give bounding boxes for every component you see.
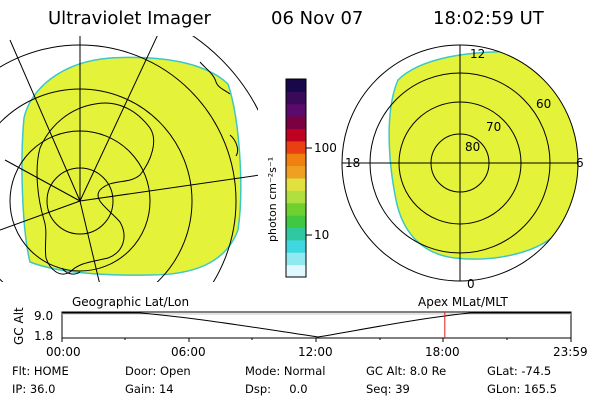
gc-alt-status: GC Alt: 8.0 Re [366, 364, 447, 378]
mlt-label-noon: 12 [470, 47, 486, 61]
mode-status: Mode: Normal [245, 364, 326, 378]
ring-label-60: 60 [536, 97, 552, 111]
colorbar-segment [286, 227, 306, 241]
colorbar-tick-100: 100 [314, 141, 337, 155]
apex-caption: Apex MLat/MLT [418, 295, 508, 309]
colorbar-segment [286, 128, 306, 142]
colorbar-segment [286, 91, 306, 105]
colorbar-segment [286, 190, 306, 204]
glon-status: GLon: 165.5 [487, 382, 557, 396]
colorbar-segment [286, 252, 306, 266]
flight-status: Flt: HOME [12, 364, 69, 378]
seq-status: Seq: 39 [366, 382, 410, 396]
ip-status: IP: 36.0 [12, 382, 56, 396]
altitude-curve [62, 312, 571, 338]
timeline-x-tick-0000: 00:00 [46, 345, 81, 359]
geographic-map [0, 36, 258, 282]
timeline-x-tick-1200: 12:00 [298, 345, 333, 359]
timeline-x-tick-2359: 23:59 [553, 345, 588, 359]
timeline-y-tick-high: 9.0 [34, 309, 54, 323]
colorbar-tick-10: 10 [314, 228, 330, 242]
timeline-y-label: GC Alt [12, 307, 26, 345]
colorbar-segment [286, 140, 306, 154]
date-label: 06 Nov 07 [271, 8, 364, 29]
colorbar-segment [286, 178, 306, 191]
timeline-x-tick-0600: 06:00 [171, 345, 206, 359]
colorbar-segment [286, 116, 306, 129]
colorbar-segment [286, 79, 306, 92]
time-label: 18:02:59 UT [433, 8, 544, 29]
ring-label-70: 70 [486, 120, 502, 134]
geographic-caption: Geographic Lat/Lon [72, 295, 190, 309]
gain-status: Gain: 14 [125, 382, 174, 396]
mlt-label-dusk: 18 [345, 156, 361, 170]
colorbar-segment [286, 202, 306, 216]
ring-label-80: 80 [465, 140, 481, 154]
colorbar-unit-label: photon cm⁻²s⁻¹ [266, 156, 279, 242]
app-title: Ultraviolet Imager [48, 8, 211, 29]
colorbar-segment [286, 264, 306, 278]
colorbar [285, 78, 312, 278]
colorbar-segment [286, 153, 306, 167]
colorbar-segment [286, 103, 306, 117]
door-status: Door: Open [125, 364, 191, 378]
dsp-status: Dsp: 0.0 [245, 382, 308, 396]
apex-map [341, 44, 579, 282]
colorbar-segment [286, 215, 306, 228]
left-image-fill [21, 56, 242, 276]
mlt-label-midnight: 0 [467, 277, 475, 291]
timeline-x-tick-1800: 18:00 [425, 345, 460, 359]
timeline-chart [61, 311, 572, 342]
glat-status: GLat: -74.5 [487, 364, 552, 378]
coastline [36, 102, 155, 275]
colorbar-segment [286, 165, 306, 179]
colorbar-segment [286, 239, 306, 253]
timeline-y-tick-low: 1.8 [34, 329, 54, 343]
mlt-label-dawn: 6 [576, 156, 584, 170]
right-image-fill [388, 50, 578, 260]
